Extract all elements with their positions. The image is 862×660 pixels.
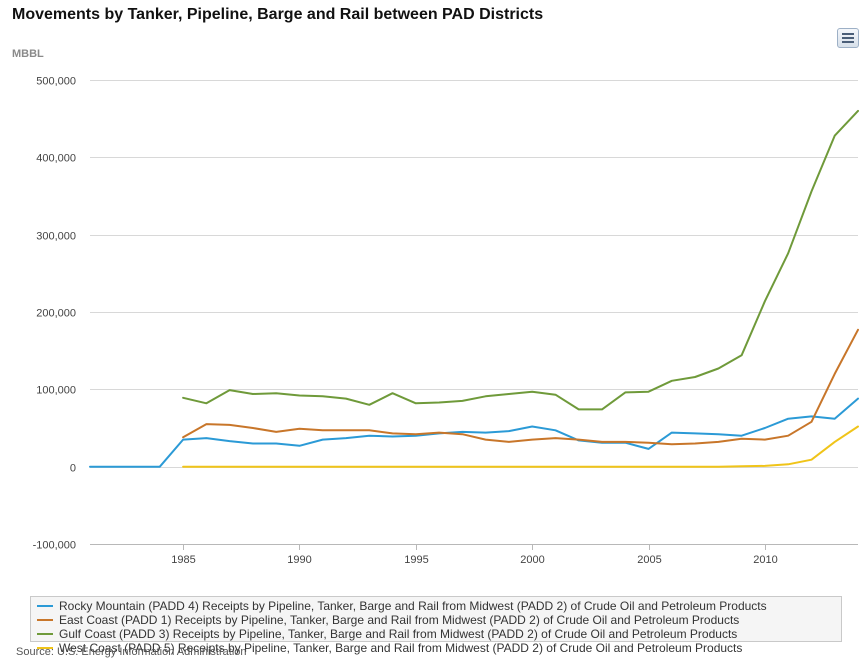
legend-label: Gulf Coast (PADD 3) Receipts by Pipeline… (59, 627, 738, 641)
y-tick-label: -100,000 (33, 540, 76, 552)
x-tick-label: 1995 (404, 554, 428, 566)
x-tick-label: 1985 (171, 554, 195, 566)
series-line-3[interactable] (182, 425, 859, 468)
legend-swatch (37, 619, 53, 621)
hamburger-menu-icon-bar (842, 41, 854, 43)
y-tick-label: 200,000 (36, 308, 76, 320)
y-tick-label: 300,000 (36, 231, 76, 243)
gridlines (90, 80, 858, 545)
x-tick-label: 2010 (753, 554, 777, 566)
legend-label: Rocky Mountain (PADD 4) Receipts by Pipe… (59, 599, 767, 613)
chart-legend: Rocky Mountain (PADD 4) Receipts by Pipe… (30, 596, 842, 655)
legend-item[interactable]: Rocky Mountain (PADD 4) Receipts by Pipe… (37, 599, 841, 613)
x-axis: 1985 1990 1995 2000 2005 2010 (90, 544, 858, 566)
series-line-1[interactable] (182, 328, 859, 446)
x-tick-label: 2000 (520, 554, 544, 566)
x-tick-label: 1990 (287, 554, 311, 566)
y-tick-label: 500,000 (36, 76, 76, 88)
y-axis-tick-labels: -100,000 0 100,000 200,000 300,000 400,000 500… (33, 76, 76, 552)
chart-title: Movements by Tanker, Pipeline, Barge and… (12, 6, 544, 23)
hamburger-menu-icon-bar (842, 37, 854, 39)
hamburger-menu-icon (842, 33, 854, 35)
legend-swatch (37, 647, 53, 649)
legend-label: East Coast (PADD 1) Receipts by Pipeline… (59, 613, 740, 627)
y-tick-label: 0 (70, 463, 76, 475)
chart-menu-button[interactable] (837, 28, 859, 48)
y-axis-unit-label: MBBL (12, 48, 44, 60)
legend-swatch (37, 605, 53, 607)
legend-item[interactable]: West Coast (PADD 5) Receipts by Pipeline… (37, 641, 841, 655)
x-tick-label: 2005 (637, 554, 661, 566)
series-lines (89, 109, 859, 468)
legend-swatch (37, 633, 53, 635)
source-note: Source: U.S. Energy Information Administ… (16, 646, 247, 658)
legend-label: West Coast (PADD 5) Receipts by Pipeline… (59, 641, 743, 655)
y-tick-label: 400,000 (36, 153, 76, 165)
y-tick-label: 100,000 (36, 385, 76, 397)
line-chart: -100,000 0 100,000 200,000 300,000 400,000 500… (33, 76, 859, 566)
series-line-2[interactable] (182, 109, 859, 411)
legend-item[interactable]: Gulf Coast (PADD 3) Receipts by Pipeline… (37, 627, 841, 641)
legend-item[interactable]: East Coast (PADD 1) Receipts by Pipeline… (37, 613, 841, 627)
series-line-0[interactable] (89, 397, 859, 468)
